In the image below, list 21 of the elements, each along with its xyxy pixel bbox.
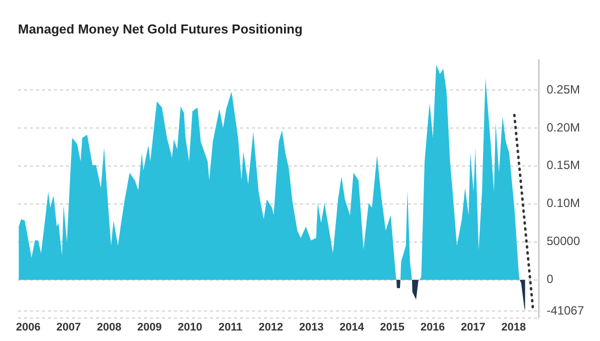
y-tick-label: 50000 <box>546 234 580 248</box>
x-tick-label: 2010 <box>178 321 202 334</box>
x-tick-label: 2016 <box>420 321 445 334</box>
y-tick-label: -41067 <box>546 303 584 318</box>
x-tick-label: 2018 <box>501 321 526 334</box>
x-tick-label: 2006 <box>16 321 40 334</box>
y-tick-label: 0.15M <box>546 158 580 172</box>
y-tick-label: 0.20M <box>546 120 580 134</box>
x-tick-label: 2007 <box>56 321 81 334</box>
x-tick-label: 2008 <box>96 321 122 334</box>
y-tick-label: 0.10M <box>546 196 580 210</box>
x-tick-label: 2012 <box>258 321 284 334</box>
y-tick-label: 0 <box>546 272 554 286</box>
x-tick-label: 2009 <box>137 321 162 334</box>
x-tick-label: 2013 <box>299 321 324 334</box>
x-tick-label: 2017 <box>460 321 486 334</box>
x-tick-label: 2014 <box>340 321 365 334</box>
chart-title: Managed Money Net Gold Futures Positioning <box>18 21 303 36</box>
x-tick-label: 2015 <box>380 321 404 334</box>
x-tick-label: 2011 <box>218 321 242 334</box>
y-tick-label: 0.25M <box>546 82 580 96</box>
